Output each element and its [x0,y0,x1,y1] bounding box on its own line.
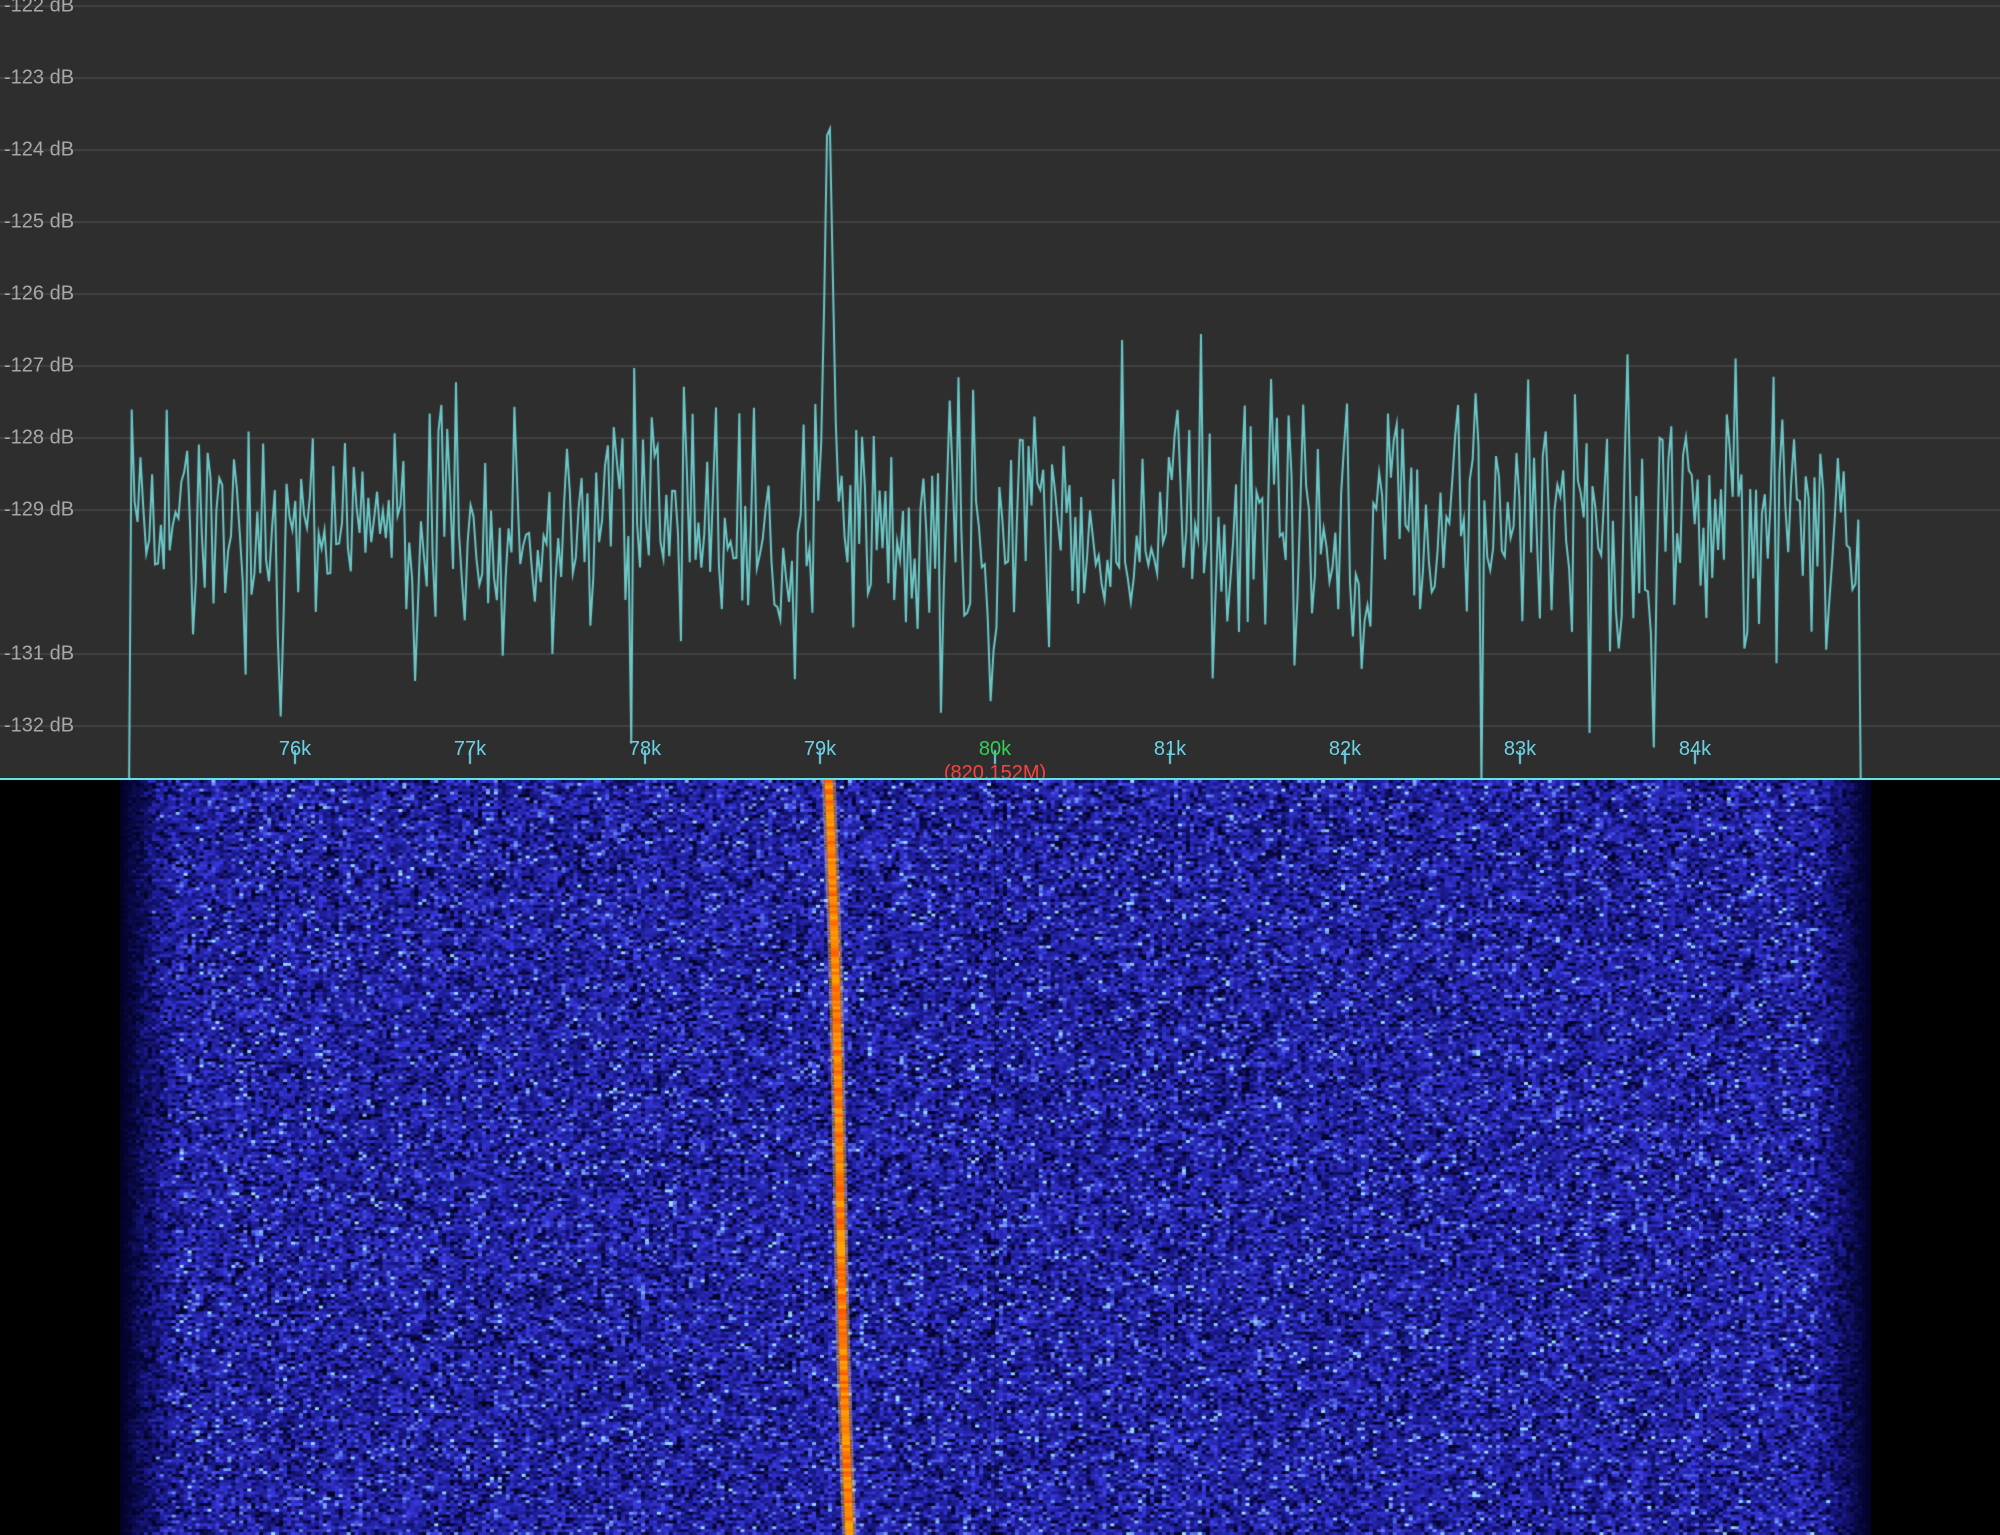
waterfall-canvas[interactable] [0,780,2000,1535]
spectrum-panel[interactable]: -122 dB-123 dB-124 dB-125 dB-126 dB-127 … [0,0,2000,780]
spectrum-canvas[interactable] [0,0,2000,780]
waterfall-panel[interactable] [0,780,2000,1535]
sdr-display: -122 dB-123 dB-124 dB-125 dB-126 dB-127 … [0,0,2000,1535]
